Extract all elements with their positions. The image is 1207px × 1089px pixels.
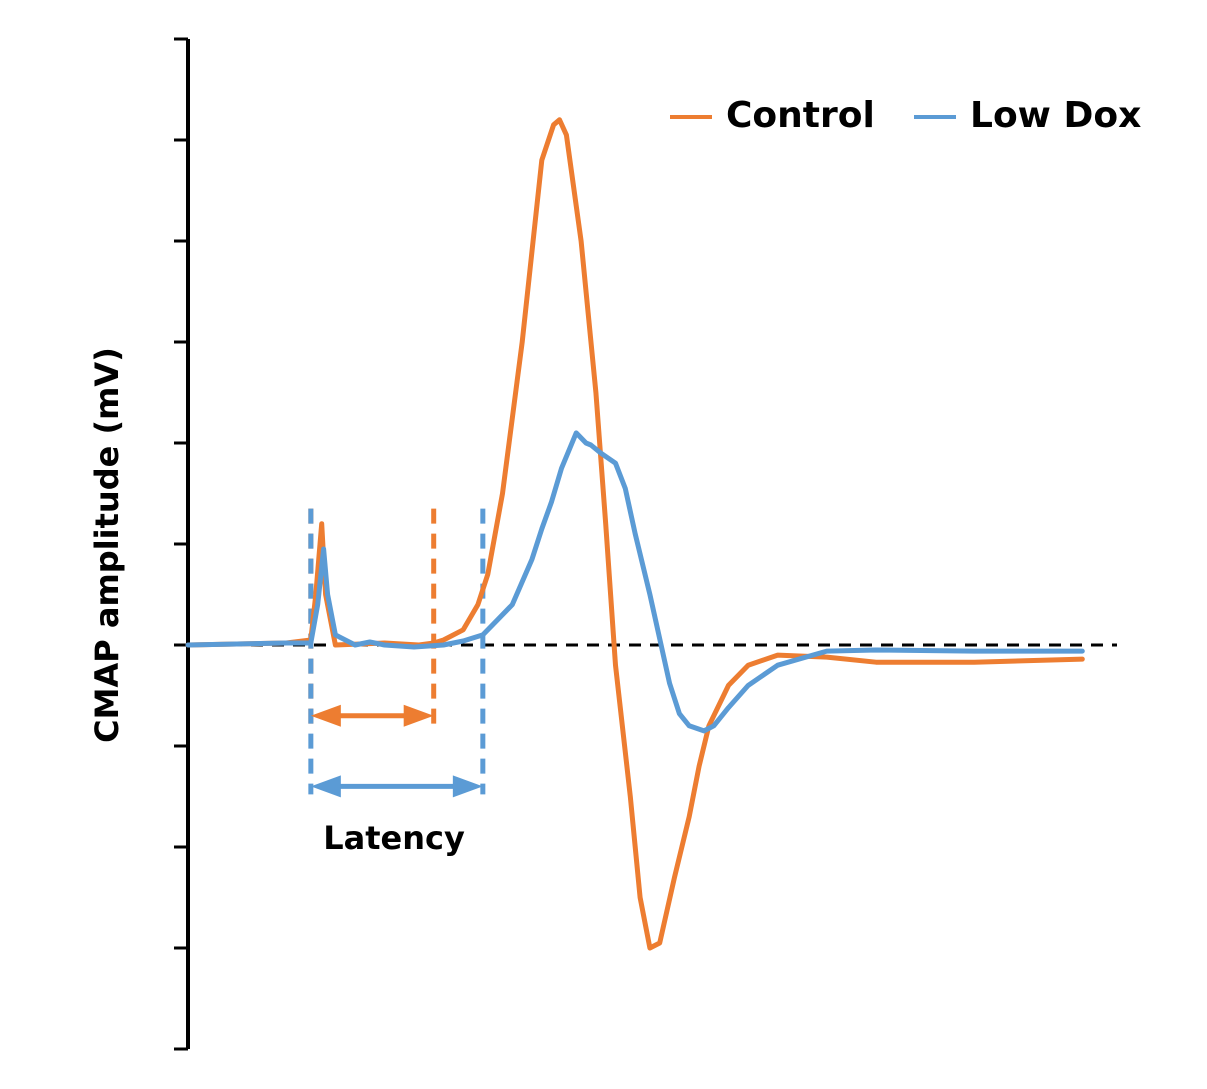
legend: Control Low Dox <box>670 95 1141 136</box>
y-axis <box>174 37 190 1051</box>
latency-markers <box>308 508 486 795</box>
latency-arrow-head-left-low-dox <box>310 775 341 798</box>
y-axis-label: CMAP amplitude (mV) <box>88 347 126 743</box>
legend-label-control: Control <box>726 95 875 136</box>
latency-arrow-head-right-low-dox <box>452 775 483 798</box>
legend-label-low-dox: Low Dox <box>970 95 1141 136</box>
series-line-low-dox <box>185 430 1085 734</box>
latency-arrow-head-left-control <box>310 704 341 727</box>
series-lines <box>185 117 1085 951</box>
latency-arrow-head-right-control <box>403 704 434 727</box>
latency-label: Latency <box>323 819 465 857</box>
latency-arrows <box>310 704 483 798</box>
